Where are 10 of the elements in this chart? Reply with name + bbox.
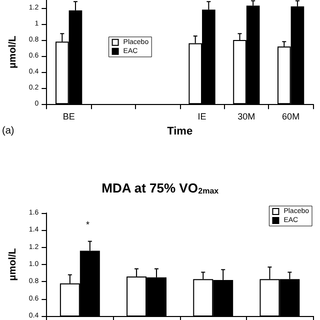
y-axis-title: μmol/L — [8, 248, 18, 281]
x-tick-label: IE — [198, 112, 206, 122]
text: (a) — [2, 126, 14, 136]
x-tick-label: BE — [62, 112, 75, 122]
x-axis-title: Time — [167, 126, 193, 138]
y-axis-title: μmol/L — [8, 36, 18, 68]
x-tick-label: 30M — [238, 112, 256, 122]
x-tick-label: 60M — [282, 112, 300, 122]
annotation: * — [86, 220, 90, 230]
chart-title: MDA at 75% VO2max — [102, 180, 220, 196]
